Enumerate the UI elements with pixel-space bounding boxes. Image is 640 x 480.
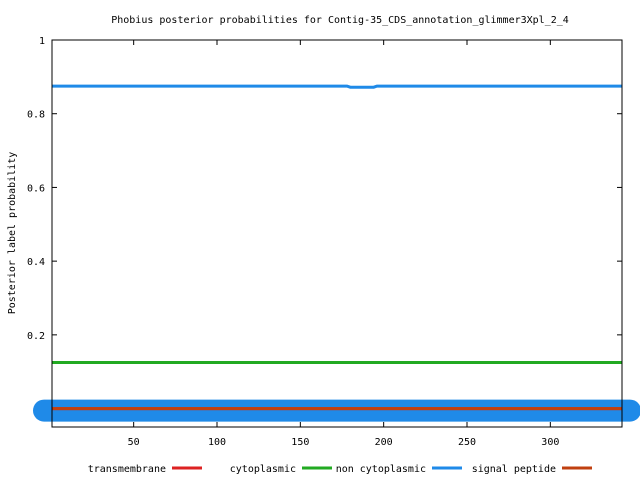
plot-frame-overlay [51, 39, 623, 428]
x-tick-label: 300 [541, 437, 559, 448]
x-ticks: 50 100 150 200 250 300 [128, 40, 559, 448]
plot-frame [51, 39, 623, 428]
x-tick-label: 50 [128, 437, 140, 448]
legend-label-transmembrane: transmembrane [88, 464, 166, 475]
chart-title: Phobius posterior probabilities for Cont… [111, 15, 569, 26]
legend: transmembrane cytoplasmic non cytoplasmic s… [88, 464, 592, 475]
legend-label-signal-peptide: signal peptide [472, 464, 556, 475]
y-tick-label: 1 [39, 36, 45, 47]
y-tick-label: 0.2 [27, 331, 45, 342]
legend-label-non-cytoplasmic: non cytoplasmic [336, 464, 426, 475]
x-tick-label: 250 [458, 437, 476, 448]
x-tick-label: 200 [375, 437, 393, 448]
y-tick-label: 0.6 [27, 183, 45, 194]
y-tick-label: 0.4 [27, 257, 45, 268]
y-tick-label: 0.8 [27, 110, 45, 121]
legend-label-cytoplasmic: cytoplasmic [230, 464, 296, 475]
series-lines [51, 39, 623, 428]
series-line-non-cytoplasmic [52, 84, 622, 89]
y-axis-label: Posterior label probability [7, 152, 18, 315]
x-tick-label: 100 [208, 437, 226, 448]
x-tick-label: 150 [291, 437, 309, 448]
y-ticks: 0.2 0.4 0.6 0.8 1 [27, 36, 622, 342]
